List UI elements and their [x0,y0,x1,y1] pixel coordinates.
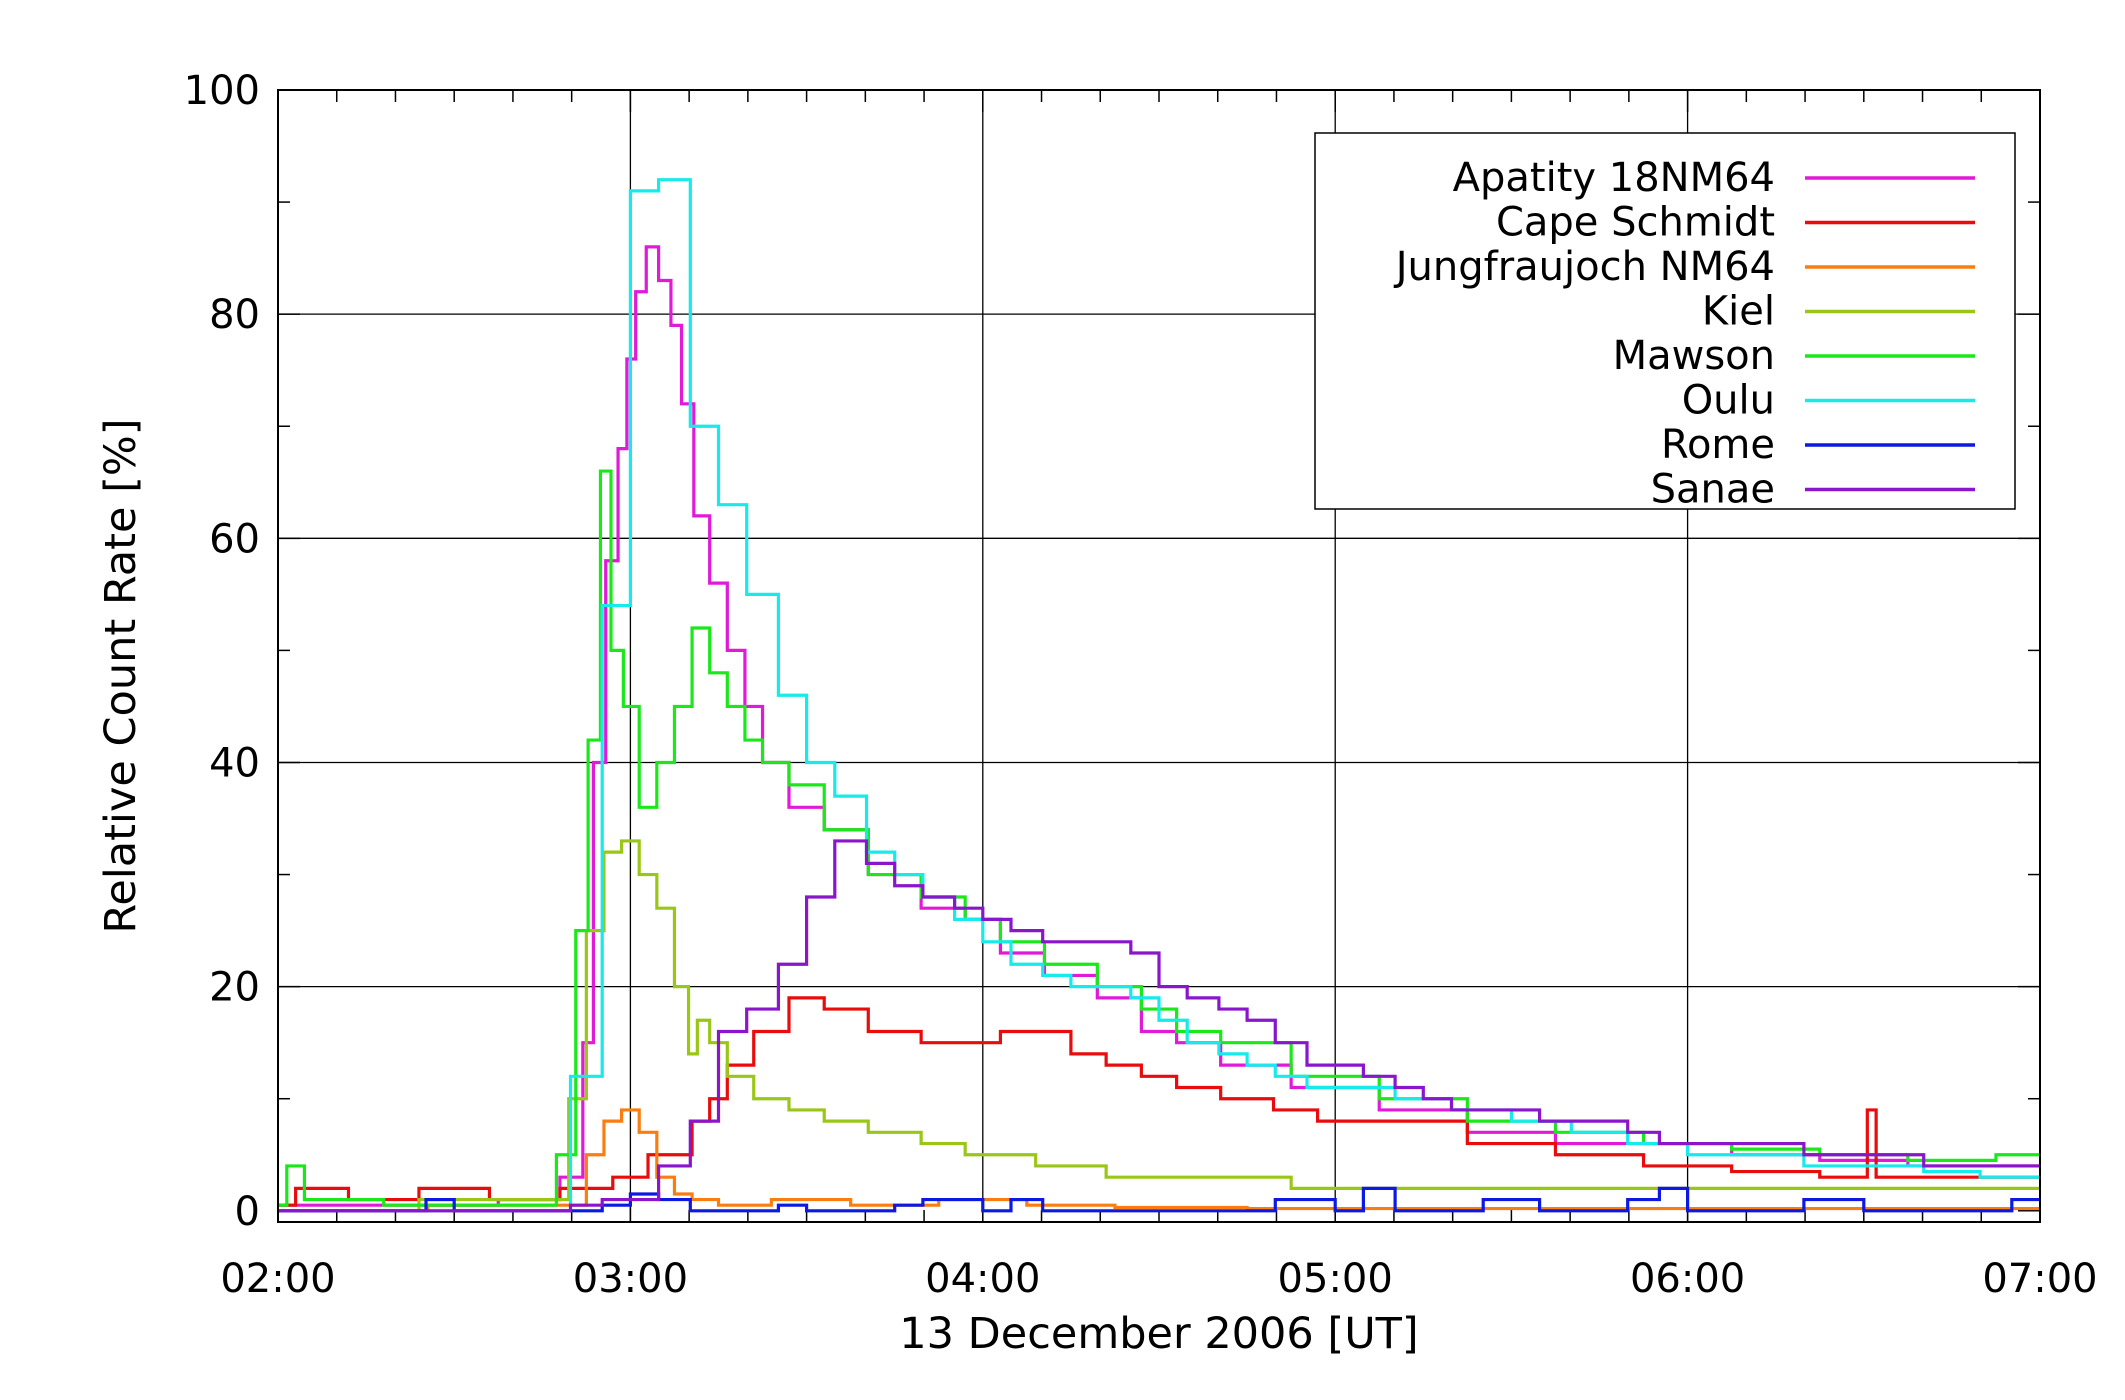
y-tick-label: 40 [209,740,260,786]
y-tick-label: 60 [209,516,260,562]
legend-label-apatity-18nm64: Apatity 18NM64 [1453,155,1775,201]
series-line-mawson [278,469,2040,1207]
x-tick-label: 04:00 [925,1256,1040,1302]
x-tick-label: 03:00 [573,1256,688,1302]
series-line-cape-schmidt [278,996,2040,1207]
series-line-oulu [278,178,2040,1213]
legend-label-rome: Rome [1661,422,1775,468]
x-tick-label: 07:00 [1982,1256,2097,1302]
y-tick-label: 100 [184,68,260,114]
series-line-kiel [278,839,2040,1213]
y-axis-title: Relative Count Rate [%] [96,418,146,933]
legend-label-oulu: Oulu [1682,378,1775,424]
legend-label-jungfraujoch-nm64: Jungfraujoch NM64 [1393,244,1775,290]
series-line-apatity-18nm64 [278,245,2040,1207]
plot-frame [277,89,2041,1223]
series-line-jungfraujoch-nm64 [278,1108,2040,1213]
series-layer [278,178,2040,1213]
tick-labels: 02:00 03:00 04:00 05:00 06:00 07:00 0 20 40 60 80 1… [184,68,2098,1302]
x-axis-title: 13 December 2006 [UT] [899,1309,1418,1359]
y-tick-label: 20 [209,965,260,1011]
x-tick-label: 05:00 [1278,1256,1393,1302]
x-tick-label: 02:00 [220,1256,335,1302]
legend-label-kiel: Kiel [1702,289,1775,335]
y-tick-label: 80 [209,292,260,338]
legend-label-cape-schmidt: Cape Schmidt [1496,200,1775,246]
x-tick-label: 06:00 [1630,1256,1745,1302]
y-tick-label: 0 [235,1189,260,1235]
series-line-sanae [278,839,2040,1213]
legend-label-sanae: Sanae [1651,467,1775,513]
legend-label-mawson: Mawson [1613,333,1775,379]
series-line-rome [278,1186,2040,1213]
